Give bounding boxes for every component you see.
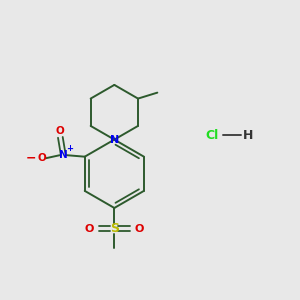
Text: N: N bbox=[59, 150, 68, 160]
Text: O: O bbox=[56, 126, 65, 136]
Text: H: H bbox=[243, 129, 253, 142]
Text: S: S bbox=[110, 222, 119, 235]
Text: N: N bbox=[110, 135, 119, 145]
Text: O: O bbox=[135, 224, 144, 234]
Text: O: O bbox=[37, 153, 46, 163]
Text: +: + bbox=[66, 144, 74, 153]
Text: O: O bbox=[84, 224, 94, 234]
Text: −: − bbox=[26, 151, 36, 164]
Text: Cl: Cl bbox=[206, 129, 219, 142]
